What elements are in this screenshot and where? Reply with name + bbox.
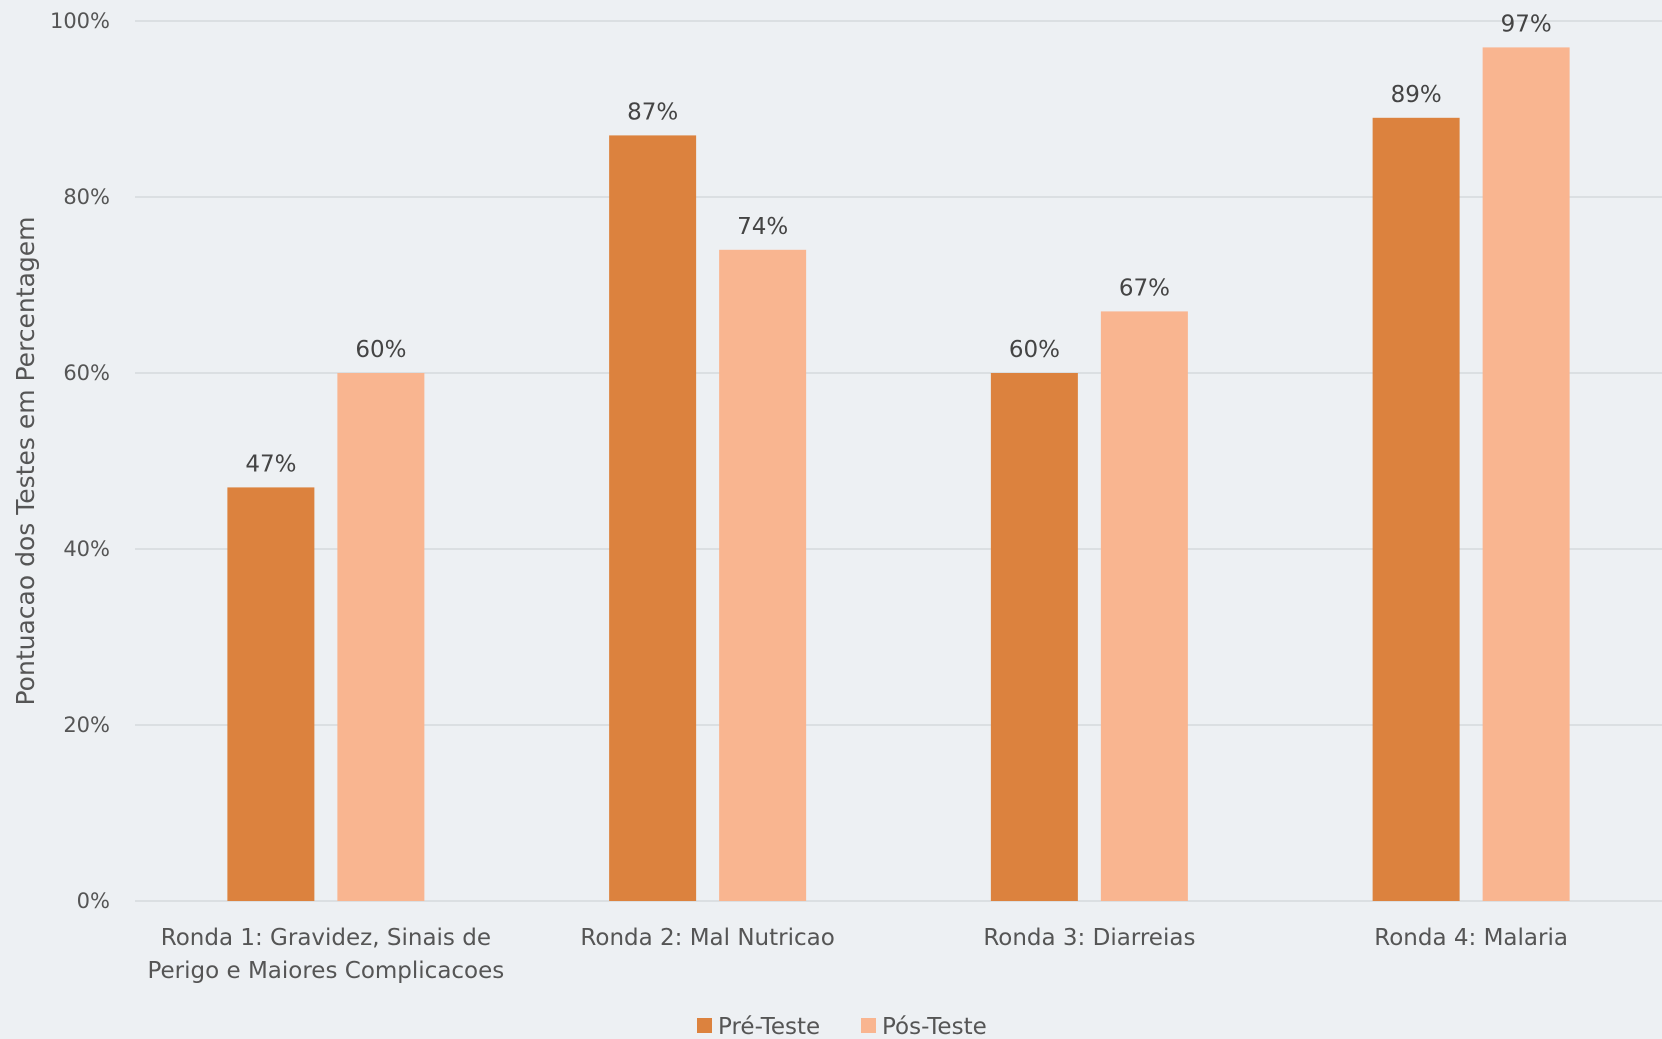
legend-swatch [697,1018,712,1033]
data-label: 60% [1009,337,1060,363]
y-tick-label: 0% [77,889,110,913]
legend-label: Pós-Teste [882,1014,987,1039]
bar-post-4 [1482,47,1570,901]
x-category-label: Ronda 4: Malaria [1374,925,1568,951]
y-tick-label: 60% [63,361,110,385]
y-tick-label: 100% [50,9,110,33]
data-label: 47% [245,451,296,477]
legend: Pré-Teste Pós-Teste [697,1014,987,1039]
y-tick-label: 20% [63,713,110,737]
y-tick-label: 40% [63,537,110,561]
data-label: 60% [355,337,406,363]
data-label: 74% [737,214,788,240]
legend-label: Pré-Teste [718,1014,820,1039]
bar-pre-3 [990,373,1078,901]
x-category-label: Ronda 1: Gravidez, Sinais de [161,925,491,951]
legend-swatch [861,1018,876,1033]
x-category-label: Perigo e Maiores Complicacoes [147,958,504,984]
data-label: 67% [1119,275,1170,301]
x-axis-category-labels: Ronda 1: Gravidez, Sinais de Perigo e Mai… [147,925,1567,984]
value-labels: 47% 60% 87% 74% 60% 67% 89% 97% [245,11,1551,477]
y-axis-ticks: 0% 20% 40% 60% 80% 100% [50,9,110,913]
x-category-label: Ronda 3: Diarreias [983,925,1195,951]
y-tick-label: 80% [63,185,110,209]
bar-post-3 [1100,311,1188,901]
bar-pre-1 [227,487,315,901]
data-label: 89% [1391,82,1442,108]
bar-post-1 [337,373,425,901]
x-category-label: Ronda 2: Mal Nutricao [580,925,834,951]
bar-pre-4 [1372,117,1460,902]
data-label: 97% [1501,11,1552,37]
data-label: 87% [627,99,678,125]
bar-post-2 [719,249,807,902]
bar-pre-2 [609,135,697,901]
bars [227,47,1570,902]
y-axis-title: Pontuacao dos Testes em Percentagem [11,217,40,706]
